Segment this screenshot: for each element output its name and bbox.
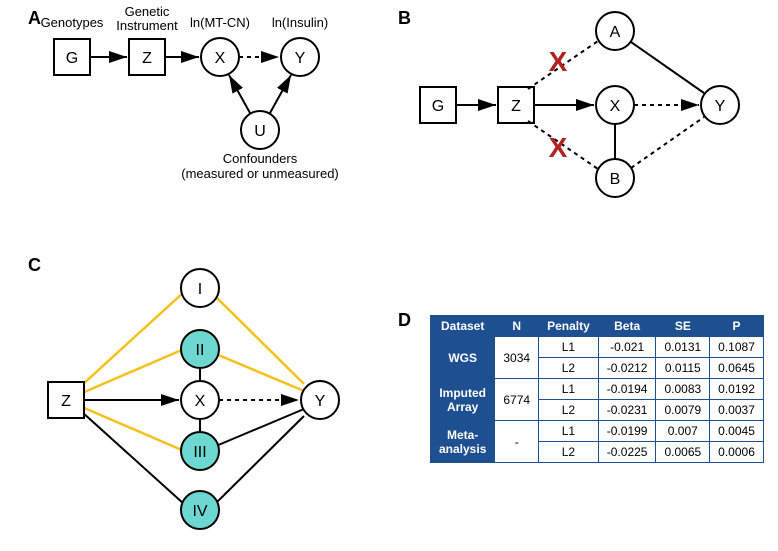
table-header-row: Dataset N Penalty Beta SE P <box>431 316 764 337</box>
node-u-text: U <box>254 123 266 140</box>
col-p: P <box>710 316 764 337</box>
edge-z-iv <box>82 412 184 504</box>
dataset-wgs: WGS <box>431 337 495 379</box>
node-g-text-b: G <box>432 98 444 115</box>
cell: L1 <box>539 421 599 442</box>
cell: 0.0192 <box>710 379 764 400</box>
panel-a-diagram: Genotypes Genetic Instrument ln(MT-CN) l… <box>20 5 380 200</box>
cell: -0.0212 <box>598 358 656 379</box>
col-beta: Beta <box>598 316 656 337</box>
node-z-text: Z <box>142 50 152 67</box>
node-ii-text: II <box>196 342 205 359</box>
cell: 0.0037 <box>710 400 764 421</box>
table-row: WGS 3034 L1 -0.021 0.0131 0.1087 <box>431 337 764 358</box>
cell: 0.0079 <box>656 400 710 421</box>
node-y-text-c: Y <box>315 393 326 410</box>
n-meta: - <box>495 421 539 463</box>
panel-b-diagram: G Z X Y A B X X <box>400 5 770 205</box>
cell: -0.0231 <box>598 400 656 421</box>
node-g-text: G <box>66 50 78 67</box>
conf-label-1: Confounders <box>223 151 298 166</box>
edge-i-y <box>216 297 304 384</box>
edge-u-x <box>229 75 250 113</box>
lnmtcn-label: ln(MT-CN) <box>190 15 250 30</box>
node-z-text-c: Z <box>61 393 71 410</box>
cell: L1 <box>539 379 599 400</box>
node-x-text-c: X <box>195 393 206 410</box>
gi-label-2: Instrument <box>116 18 178 33</box>
table-row: Meta-analysis - L1 -0.0199 0.007 0.0045 <box>431 421 764 442</box>
conf-label-2: (measured or unmeasured) <box>181 166 339 181</box>
node-y-text-b: Y <box>715 98 726 115</box>
edge-iii-y <box>216 409 304 446</box>
edge-u-y <box>270 75 291 113</box>
n-wgs: 3034 <box>495 337 539 379</box>
node-iii-text: III <box>193 444 206 461</box>
cell: 0.0083 <box>656 379 710 400</box>
col-penalty: Penalty <box>539 316 599 337</box>
cell: L2 <box>539 358 599 379</box>
lninsulin-label: ln(Insulin) <box>272 15 328 30</box>
col-n: N <box>495 316 539 337</box>
cell: 0.0045 <box>710 421 764 442</box>
cell: 0.0065 <box>656 442 710 463</box>
node-x-text-b: X <box>610 98 621 115</box>
cell: 0.1087 <box>710 337 764 358</box>
cell: -0.0194 <box>598 379 656 400</box>
cell: -0.0225 <box>598 442 656 463</box>
node-z-text-b: Z <box>511 98 521 115</box>
node-iv-text: IV <box>192 503 207 520</box>
cell: 0.0006 <box>710 442 764 463</box>
cell: -0.021 <box>598 337 656 358</box>
edge-a-y <box>631 42 704 93</box>
dataset-imputed: ImputedArray <box>431 379 495 421</box>
cell: 0.0131 <box>656 337 710 358</box>
cell: L2 <box>539 442 599 463</box>
node-a-text: A <box>610 24 621 41</box>
cell: L1 <box>539 337 599 358</box>
table-row: ImputedArray 6774 L1 -0.0194 0.0083 0.01… <box>431 379 764 400</box>
edge-z-iii <box>82 407 184 451</box>
panel-d-table-wrapper: Dataset N Penalty Beta SE P WGS 3034 L1 … <box>430 315 764 463</box>
panel-c-diagram: Z X Y I II III IV <box>40 260 360 535</box>
cell: -0.0199 <box>598 421 656 442</box>
red-x-bottom: X <box>549 132 568 163</box>
node-x-text: X <box>215 50 226 67</box>
panel-d-label: D <box>398 310 411 331</box>
n-imputed: 6774 <box>495 379 539 421</box>
node-b-text: B <box>610 171 621 188</box>
edge-iv-y <box>216 416 304 503</box>
cell: L2 <box>539 400 599 421</box>
node-y-text: Y <box>295 50 306 67</box>
dataset-meta: Meta-analysis <box>431 421 495 463</box>
cell: 0.007 <box>656 421 710 442</box>
gi-label-1: Genetic <box>125 5 170 19</box>
cell: 0.0115 <box>656 358 710 379</box>
col-se: SE <box>656 316 710 337</box>
node-i-text: I <box>198 281 202 298</box>
cell: 0.0645 <box>710 358 764 379</box>
edge-b-y <box>631 117 704 168</box>
col-dataset: Dataset <box>431 316 495 337</box>
red-x-top: X <box>549 46 568 77</box>
genotypes-label: Genotypes <box>41 15 104 30</box>
results-table: Dataset N Penalty Beta SE P WGS 3034 L1 … <box>430 315 764 463</box>
